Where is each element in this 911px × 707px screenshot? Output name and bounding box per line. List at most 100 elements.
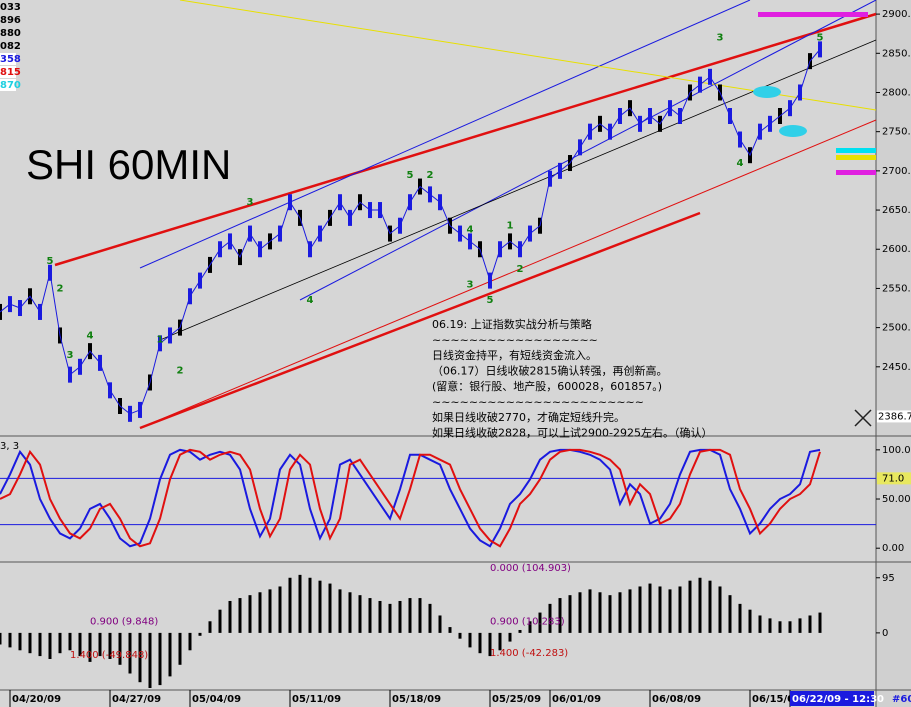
osc-bar — [118, 632, 122, 665]
close-icon[interactable] — [854, 409, 872, 427]
osc-bar — [288, 577, 292, 633]
osc-bar — [418, 598, 422, 633]
trend-line — [139, 211, 701, 430]
marker-bar — [836, 155, 876, 160]
panel-title: 3, 3 — [0, 441, 19, 452]
osc-bar — [18, 632, 22, 651]
osc-bar — [728, 595, 732, 633]
legend-value: 880 — [0, 28, 21, 39]
osc-bar — [658, 586, 662, 633]
last-price-bg — [877, 410, 911, 423]
wave-label: 4 — [87, 330, 94, 341]
osc-bar — [48, 632, 52, 659]
legend-bg — [0, 27, 16, 39]
osc-bar — [758, 615, 762, 633]
y-tick-label: 2450. — [882, 362, 911, 373]
osc-bar — [438, 615, 442, 633]
osc-bar — [488, 632, 492, 657]
osc-bar — [568, 595, 572, 633]
legend-bg — [0, 66, 16, 78]
wave-label: 4 — [467, 225, 474, 236]
wave-label: 5 — [47, 256, 54, 267]
note-line: 如果日线收破2770，才确定短线升完。 — [432, 410, 625, 424]
osc-bar — [558, 598, 562, 633]
osc-bar — [358, 595, 362, 633]
osc-bar — [398, 600, 402, 633]
osc-label: 0.000 (104.903) — [490, 563, 571, 574]
trend-line — [54, 12, 877, 267]
osc-bar — [188, 632, 192, 651]
osc-bar — [38, 632, 42, 657]
osc-bar — [258, 592, 262, 633]
x-tick-label: 06/22/09 - 12:30 — [792, 694, 884, 705]
legend-value: 815 — [0, 67, 21, 78]
osc-bar — [308, 577, 312, 633]
note-line: 06.19: 上证指数实战分析与策略 — [432, 317, 592, 331]
trend-line — [139, 119, 877, 429]
osc-bar — [698, 577, 702, 633]
osc-bar — [368, 598, 372, 633]
x-tick-label: 06/15/09 — [752, 694, 801, 705]
osc-bar — [548, 603, 552, 633]
y-tick-label: 2900. — [882, 9, 911, 20]
osc-bar — [798, 618, 802, 633]
osc-bar — [268, 589, 272, 633]
osc-bar — [88, 632, 92, 662]
osc-bar — [8, 632, 12, 648]
note-line: ~~~~~~~~~~~~~~~~~~ — [432, 334, 598, 347]
legend-bg — [0, 53, 16, 65]
wave-label: 2 — [177, 366, 184, 377]
wave-label: 3 — [717, 33, 724, 44]
osc-label: 1.400 (-42.283) — [490, 648, 568, 659]
osc-label: 1.400 (-49.848) — [70, 650, 148, 661]
level-label-bg — [877, 472, 911, 485]
osc-bar — [508, 632, 512, 642]
osc-bar — [378, 600, 382, 633]
note-line: 如果日线收破2828，可以上试2900-2925左右。（确认） — [432, 426, 712, 440]
osc-bar — [408, 598, 412, 633]
y-tick-label: 2800. — [882, 87, 911, 98]
x-tick-label: 05/04/09 — [192, 694, 241, 705]
osc-bar — [478, 632, 482, 654]
osc-bar — [678, 586, 682, 633]
osc-bar — [318, 580, 322, 633]
osc-bar — [338, 589, 342, 633]
wave-label: 5 — [487, 295, 494, 306]
osc-bar — [198, 632, 202, 636]
x-tick-label: 06/08/09 — [652, 694, 701, 705]
osc-label: 0.900 (10.283) — [490, 616, 565, 627]
osc-bar — [668, 589, 672, 633]
wave-label: 2 — [427, 170, 434, 181]
osc-bar — [248, 595, 252, 633]
legend-bg — [0, 1, 16, 13]
last-price-label: 2386.7 — [878, 411, 911, 422]
legend-value: 358 — [0, 54, 21, 65]
marker-bar — [758, 12, 868, 17]
osc-bar — [388, 603, 392, 633]
osc-bar — [158, 632, 162, 686]
note-line: (留意：银行股、地产股，600028，601857。) — [432, 379, 662, 393]
axis-area — [876, 0, 911, 707]
corner-label: #60 — [892, 694, 911, 705]
y-tick-label: 0 — [882, 628, 888, 639]
legend-bg — [0, 79, 16, 91]
x-tick-label: 05/11/09 — [292, 694, 341, 705]
wave-label: 5 — [817, 33, 824, 44]
osc-bar — [458, 632, 462, 639]
osc-bar — [238, 598, 242, 633]
wave-label: 5 — [407, 170, 414, 181]
y-tick-label: 0.00 — [882, 543, 904, 554]
x-tick-label: 04/20/09 — [12, 694, 61, 705]
osc-bar — [468, 632, 472, 648]
note-line: ~~~~~~~~~~~~~~~~~~~~~~~ — [432, 396, 644, 409]
osc-bar — [528, 621, 532, 633]
osc-bar — [808, 615, 812, 633]
wave-label: 1 — [507, 221, 514, 232]
osc-bar — [148, 632, 152, 688]
y-tick-label: 100.00 — [882, 445, 911, 456]
osc-bar — [348, 592, 352, 633]
legend-bg — [0, 40, 16, 52]
price-line — [0, 49, 821, 415]
osc-bar — [298, 574, 302, 633]
osc-bar — [648, 583, 652, 633]
